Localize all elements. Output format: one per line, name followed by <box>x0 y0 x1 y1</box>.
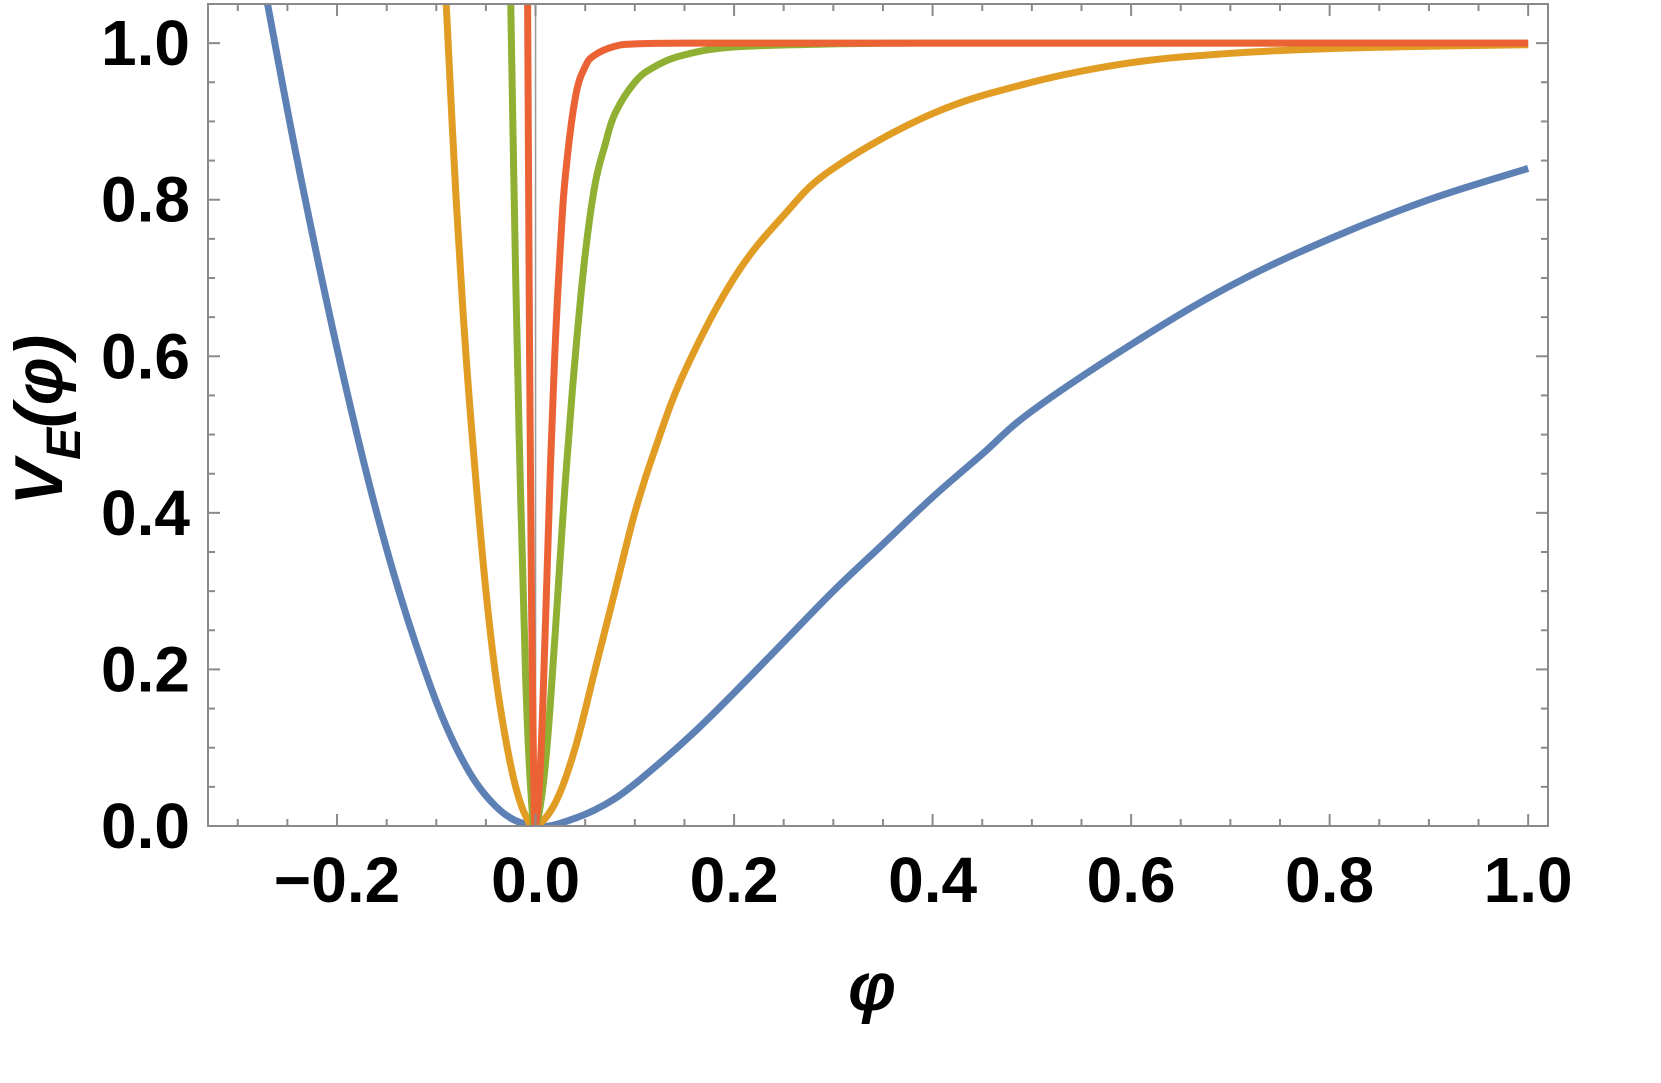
x-tick-label: 0.6 <box>1087 844 1176 916</box>
y-axis-title-main: V <box>1 454 77 505</box>
y-axis-title-argument: (φ) <box>1 335 77 428</box>
x-tick-label: 0.2 <box>690 844 779 916</box>
y-axis-title: VE(φ) <box>1 335 91 506</box>
y-tick-label: 0.2 <box>101 633 190 705</box>
series-line-1 <box>264 4 1530 826</box>
y-axis-title-subscript: E <box>38 426 91 460</box>
x-axis-title: φ <box>848 949 896 1025</box>
y-tick-label: 1.0 <box>101 7 190 79</box>
series-lines <box>264 4 1530 826</box>
x-tick-labels: −0.2 0.0 0.2 0.4 0.6 0.8 1.0 <box>274 844 1573 916</box>
y-tick-label: 0.0 <box>101 790 190 862</box>
y-tick-labels: 0.0 0.2 0.4 0.6 0.8 1.0 <box>101 7 190 862</box>
series-line-2 <box>442 4 1529 826</box>
y-tick-label: 0.8 <box>101 164 190 236</box>
series-line-4 <box>524 4 1529 826</box>
x-tick-label: 1.0 <box>1484 844 1573 916</box>
y-tick-label: 0.4 <box>101 477 190 549</box>
x-tick-label: −0.2 <box>274 844 400 916</box>
x-tick-label: 0.0 <box>491 844 580 916</box>
x-tick-label: 0.8 <box>1285 844 1374 916</box>
y-tick-label: 0.6 <box>101 320 190 392</box>
x-tick-label: 0.4 <box>888 844 977 916</box>
axis-ticks <box>208 3 1548 827</box>
plot-frame <box>207 3 1549 827</box>
